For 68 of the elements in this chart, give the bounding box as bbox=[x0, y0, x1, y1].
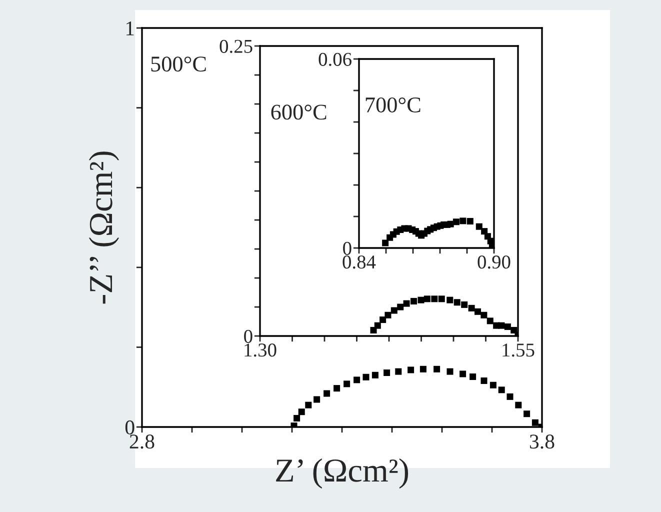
point bbox=[454, 299, 460, 306]
point bbox=[380, 316, 386, 324]
x-tick-label: 3.8 bbox=[530, 434, 554, 449]
point bbox=[434, 366, 440, 372]
point bbox=[474, 308, 482, 315]
point bbox=[384, 312, 392, 318]
point bbox=[305, 402, 312, 408]
point bbox=[314, 396, 320, 403]
point bbox=[447, 220, 454, 228]
x-tick-label: 1.30 bbox=[244, 344, 276, 357]
point bbox=[446, 368, 454, 375]
point bbox=[476, 223, 482, 230]
point bbox=[294, 414, 300, 422]
point bbox=[390, 307, 398, 314]
point bbox=[498, 322, 505, 329]
point bbox=[524, 410, 530, 418]
point bbox=[452, 218, 460, 226]
point bbox=[382, 240, 389, 246]
point bbox=[374, 322, 381, 329]
point bbox=[354, 376, 360, 384]
point bbox=[498, 386, 505, 394]
point bbox=[344, 380, 350, 388]
point bbox=[466, 218, 474, 224]
point bbox=[334, 385, 340, 392]
annotation: 500°C bbox=[151, 56, 206, 72]
y-tick-label: 0 bbox=[343, 242, 352, 255]
point bbox=[424, 296, 430, 302]
point bbox=[372, 372, 378, 378]
point bbox=[418, 296, 424, 304]
point bbox=[515, 402, 522, 408]
point bbox=[324, 390, 330, 397]
point bbox=[395, 368, 402, 375]
point bbox=[460, 218, 466, 224]
point bbox=[461, 301, 468, 308]
y-axis-title: -Z’’ (Ωcm²) bbox=[88, 152, 120, 304]
point bbox=[403, 300, 410, 307]
x-tick-label: 1.55 bbox=[502, 344, 534, 357]
point bbox=[420, 366, 426, 372]
point bbox=[470, 373, 476, 380]
annotation: 700°C bbox=[366, 97, 420, 112]
x-tick-label: 0.84 bbox=[342, 256, 376, 269]
y-tick-label: 0 bbox=[125, 420, 134, 434]
point bbox=[438, 296, 445, 302]
y-tick-label: 0.06 bbox=[318, 52, 352, 66]
point bbox=[506, 393, 514, 400]
point bbox=[431, 296, 438, 302]
point bbox=[408, 366, 414, 374]
point bbox=[446, 296, 454, 304]
point bbox=[362, 374, 370, 380]
point bbox=[486, 318, 494, 324]
x-axis-title: Z’ (Ωcm²) bbox=[276, 458, 408, 489]
point bbox=[480, 377, 488, 384]
point bbox=[468, 304, 475, 312]
y-tick-label: 0 bbox=[244, 330, 252, 343]
point bbox=[480, 312, 488, 318]
point bbox=[410, 298, 418, 304]
y-tick-label: 0.25 bbox=[220, 40, 252, 54]
point bbox=[460, 370, 466, 378]
point bbox=[490, 382, 496, 388]
point bbox=[532, 419, 538, 426]
point bbox=[384, 369, 390, 376]
point bbox=[298, 408, 305, 416]
x-tick-label: 0.90 bbox=[478, 256, 510, 269]
x-tick-label: 2.8 bbox=[130, 434, 154, 449]
y-tick-label: 1 bbox=[126, 21, 134, 36]
annotation: 600°C bbox=[271, 104, 326, 120]
point bbox=[397, 304, 404, 310]
point bbox=[504, 323, 511, 330]
